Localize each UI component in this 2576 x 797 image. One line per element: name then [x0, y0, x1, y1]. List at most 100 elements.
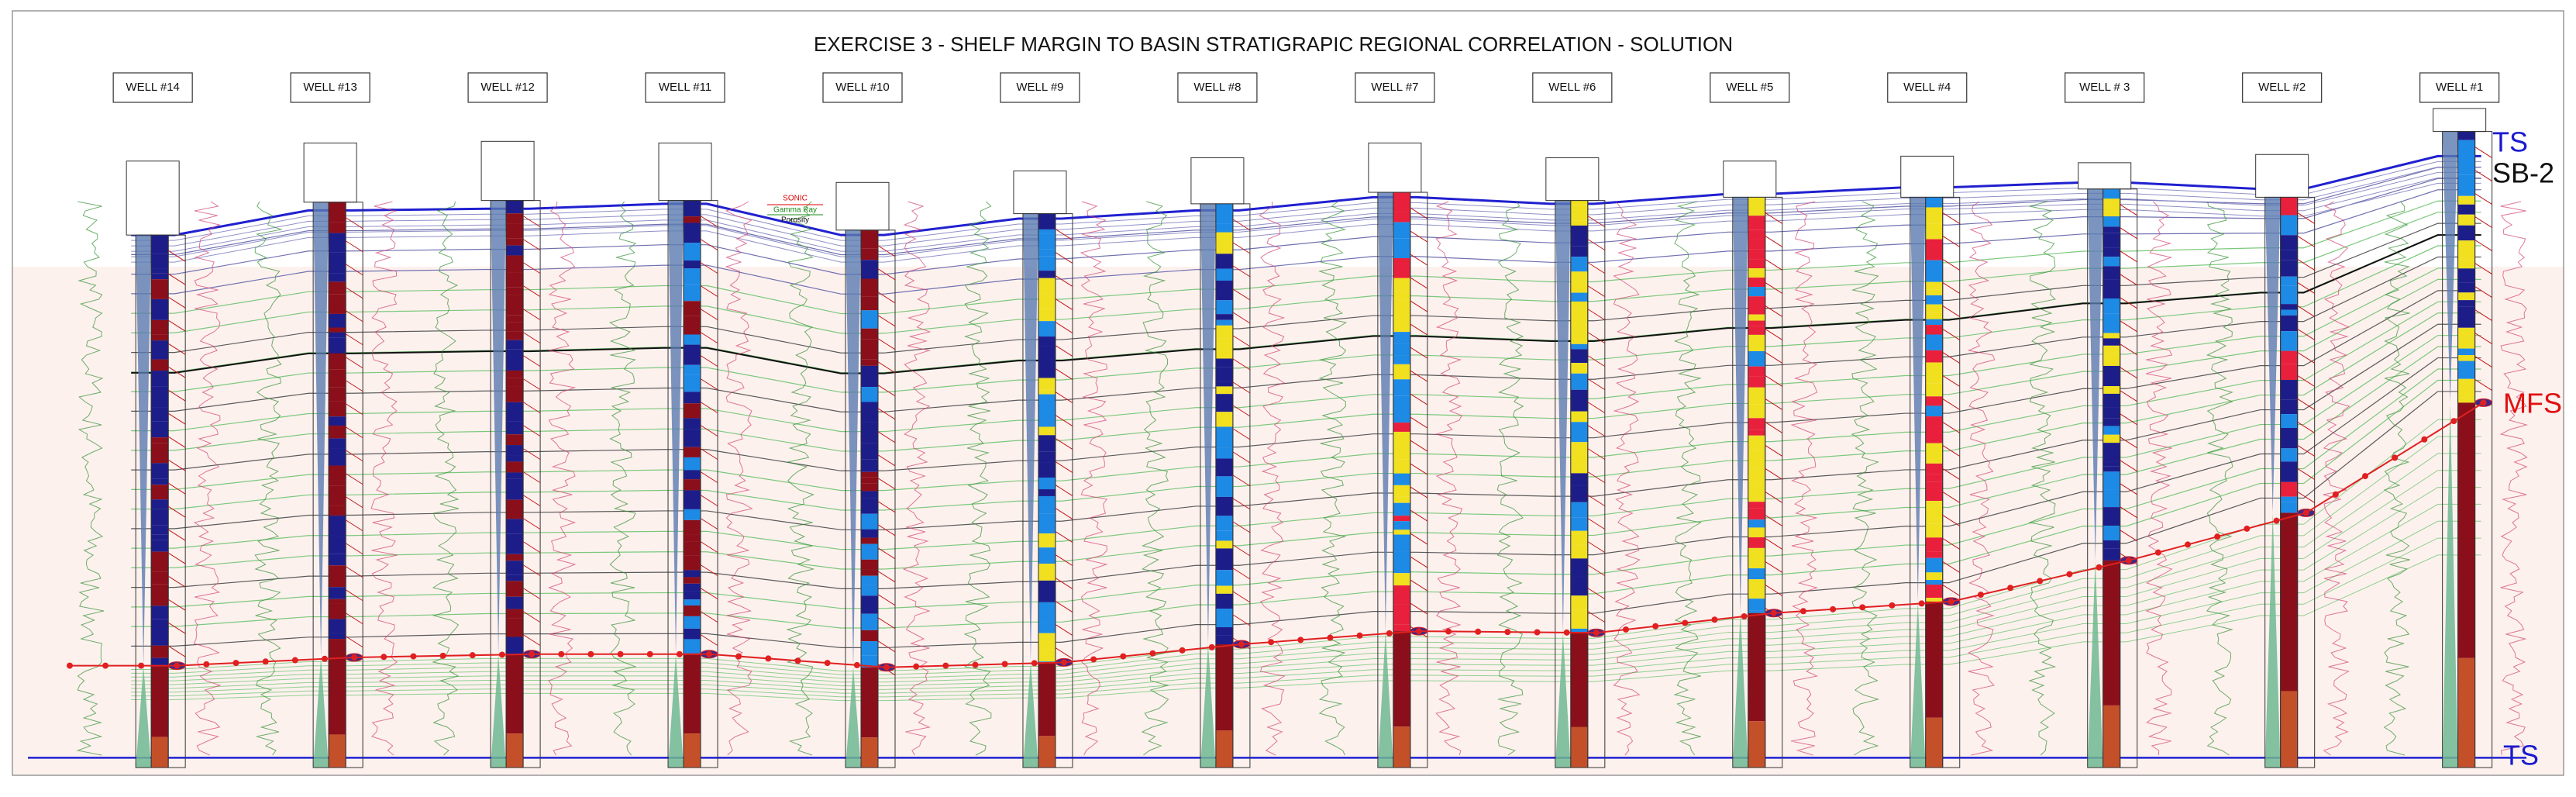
mfs-dot	[410, 653, 417, 660]
well-label: WELL #13	[303, 81, 357, 94]
lithology	[2457, 327, 2475, 336]
index-track	[345, 202, 363, 768]
lithology	[1570, 502, 1588, 518]
well-label: WELL #2	[2258, 81, 2306, 94]
lithology	[861, 359, 878, 366]
lithology	[2457, 259, 2475, 269]
lithology	[1038, 346, 1056, 361]
lithology	[2102, 333, 2120, 339]
lithology	[329, 554, 346, 566]
lithology	[1748, 519, 1765, 528]
mfs-dot	[1918, 600, 1925, 607]
cycle-track	[1200, 644, 1216, 768]
lithology	[861, 365, 878, 388]
lithology	[151, 665, 169, 737]
cycle-track	[136, 235, 152, 666]
tick	[345, 426, 363, 439]
lithology	[1215, 367, 1233, 382]
lithology	[1393, 238, 1410, 258]
log-curve	[2499, 201, 2529, 756]
lithology	[1393, 379, 1410, 385]
tick	[1232, 405, 1251, 417]
tick	[1942, 491, 1961, 503]
tick	[167, 319, 186, 332]
lithology	[2280, 691, 2298, 768]
tick	[522, 541, 541, 554]
lithology	[1038, 406, 1056, 427]
cycle-track	[1200, 203, 1216, 645]
lithology	[2102, 407, 2120, 419]
tick	[522, 611, 541, 623]
lithology	[1038, 435, 1056, 452]
lithology	[684, 334, 701, 345]
lithology	[329, 599, 346, 604]
lithology	[861, 248, 878, 260]
lithology	[1925, 295, 1943, 305]
lithology	[506, 445, 524, 456]
lithology	[1570, 246, 1588, 257]
log-curve	[432, 201, 460, 756]
lithology	[2102, 257, 2120, 267]
lithology	[861, 641, 878, 656]
tick	[877, 640, 896, 653]
mfs-dot	[2096, 564, 2102, 571]
lithology	[1215, 325, 1233, 339]
tick	[1410, 277, 1428, 289]
lithology	[1393, 212, 1410, 223]
tick	[167, 250, 186, 262]
mfs-dot	[794, 657, 801, 664]
tick	[522, 634, 541, 647]
lithology	[1393, 278, 1410, 292]
mfs-dot	[1947, 598, 1954, 605]
lithology	[2457, 131, 2475, 140]
lithology	[1925, 505, 1943, 519]
lithology	[1393, 343, 1410, 356]
lithology	[1748, 579, 1765, 599]
lithology	[1570, 343, 1588, 350]
lithology	[329, 281, 346, 295]
lithology	[151, 443, 169, 464]
lithology	[506, 370, 524, 378]
index-track	[1587, 200, 1606, 768]
lithology	[506, 461, 524, 473]
lithology	[1748, 418, 1765, 430]
lithology	[329, 332, 346, 338]
lithology	[1393, 192, 1410, 212]
well: WELL #13	[290, 72, 370, 768]
tick	[1055, 531, 1073, 543]
tick	[877, 268, 896, 281]
tick	[877, 361, 896, 374]
lithology	[2102, 247, 2120, 257]
lithology	[861, 260, 878, 279]
log-curve	[76, 201, 105, 756]
cycle-track	[2442, 402, 2458, 768]
lithology	[2280, 481, 2298, 497]
column-header	[1190, 157, 1245, 205]
lithology	[1215, 635, 1233, 645]
mfs-dot	[1799, 608, 1806, 615]
lithology	[1038, 389, 1056, 395]
tick	[345, 240, 363, 253]
lithology	[684, 479, 701, 491]
tick	[877, 617, 896, 630]
lithology	[329, 222, 346, 233]
lithology	[1925, 598, 1943, 602]
tick	[700, 495, 718, 507]
tick	[2297, 258, 2315, 271]
tick	[1055, 624, 1073, 637]
cycle-track	[1022, 662, 1038, 768]
lithology	[1393, 502, 1410, 516]
tick	[2120, 204, 2137, 216]
lithology	[861, 613, 878, 630]
lithology	[1393, 364, 1410, 380]
lithology	[1215, 447, 1233, 459]
lithology	[684, 429, 701, 447]
cycle-track	[2264, 197, 2281, 513]
lithology	[1925, 405, 1943, 417]
log-curve	[193, 201, 222, 756]
lithology	[1748, 568, 1765, 580]
lithology	[1748, 268, 1765, 278]
lithology	[151, 499, 169, 509]
lithology	[1570, 328, 1588, 344]
lithology	[1215, 609, 1233, 628]
